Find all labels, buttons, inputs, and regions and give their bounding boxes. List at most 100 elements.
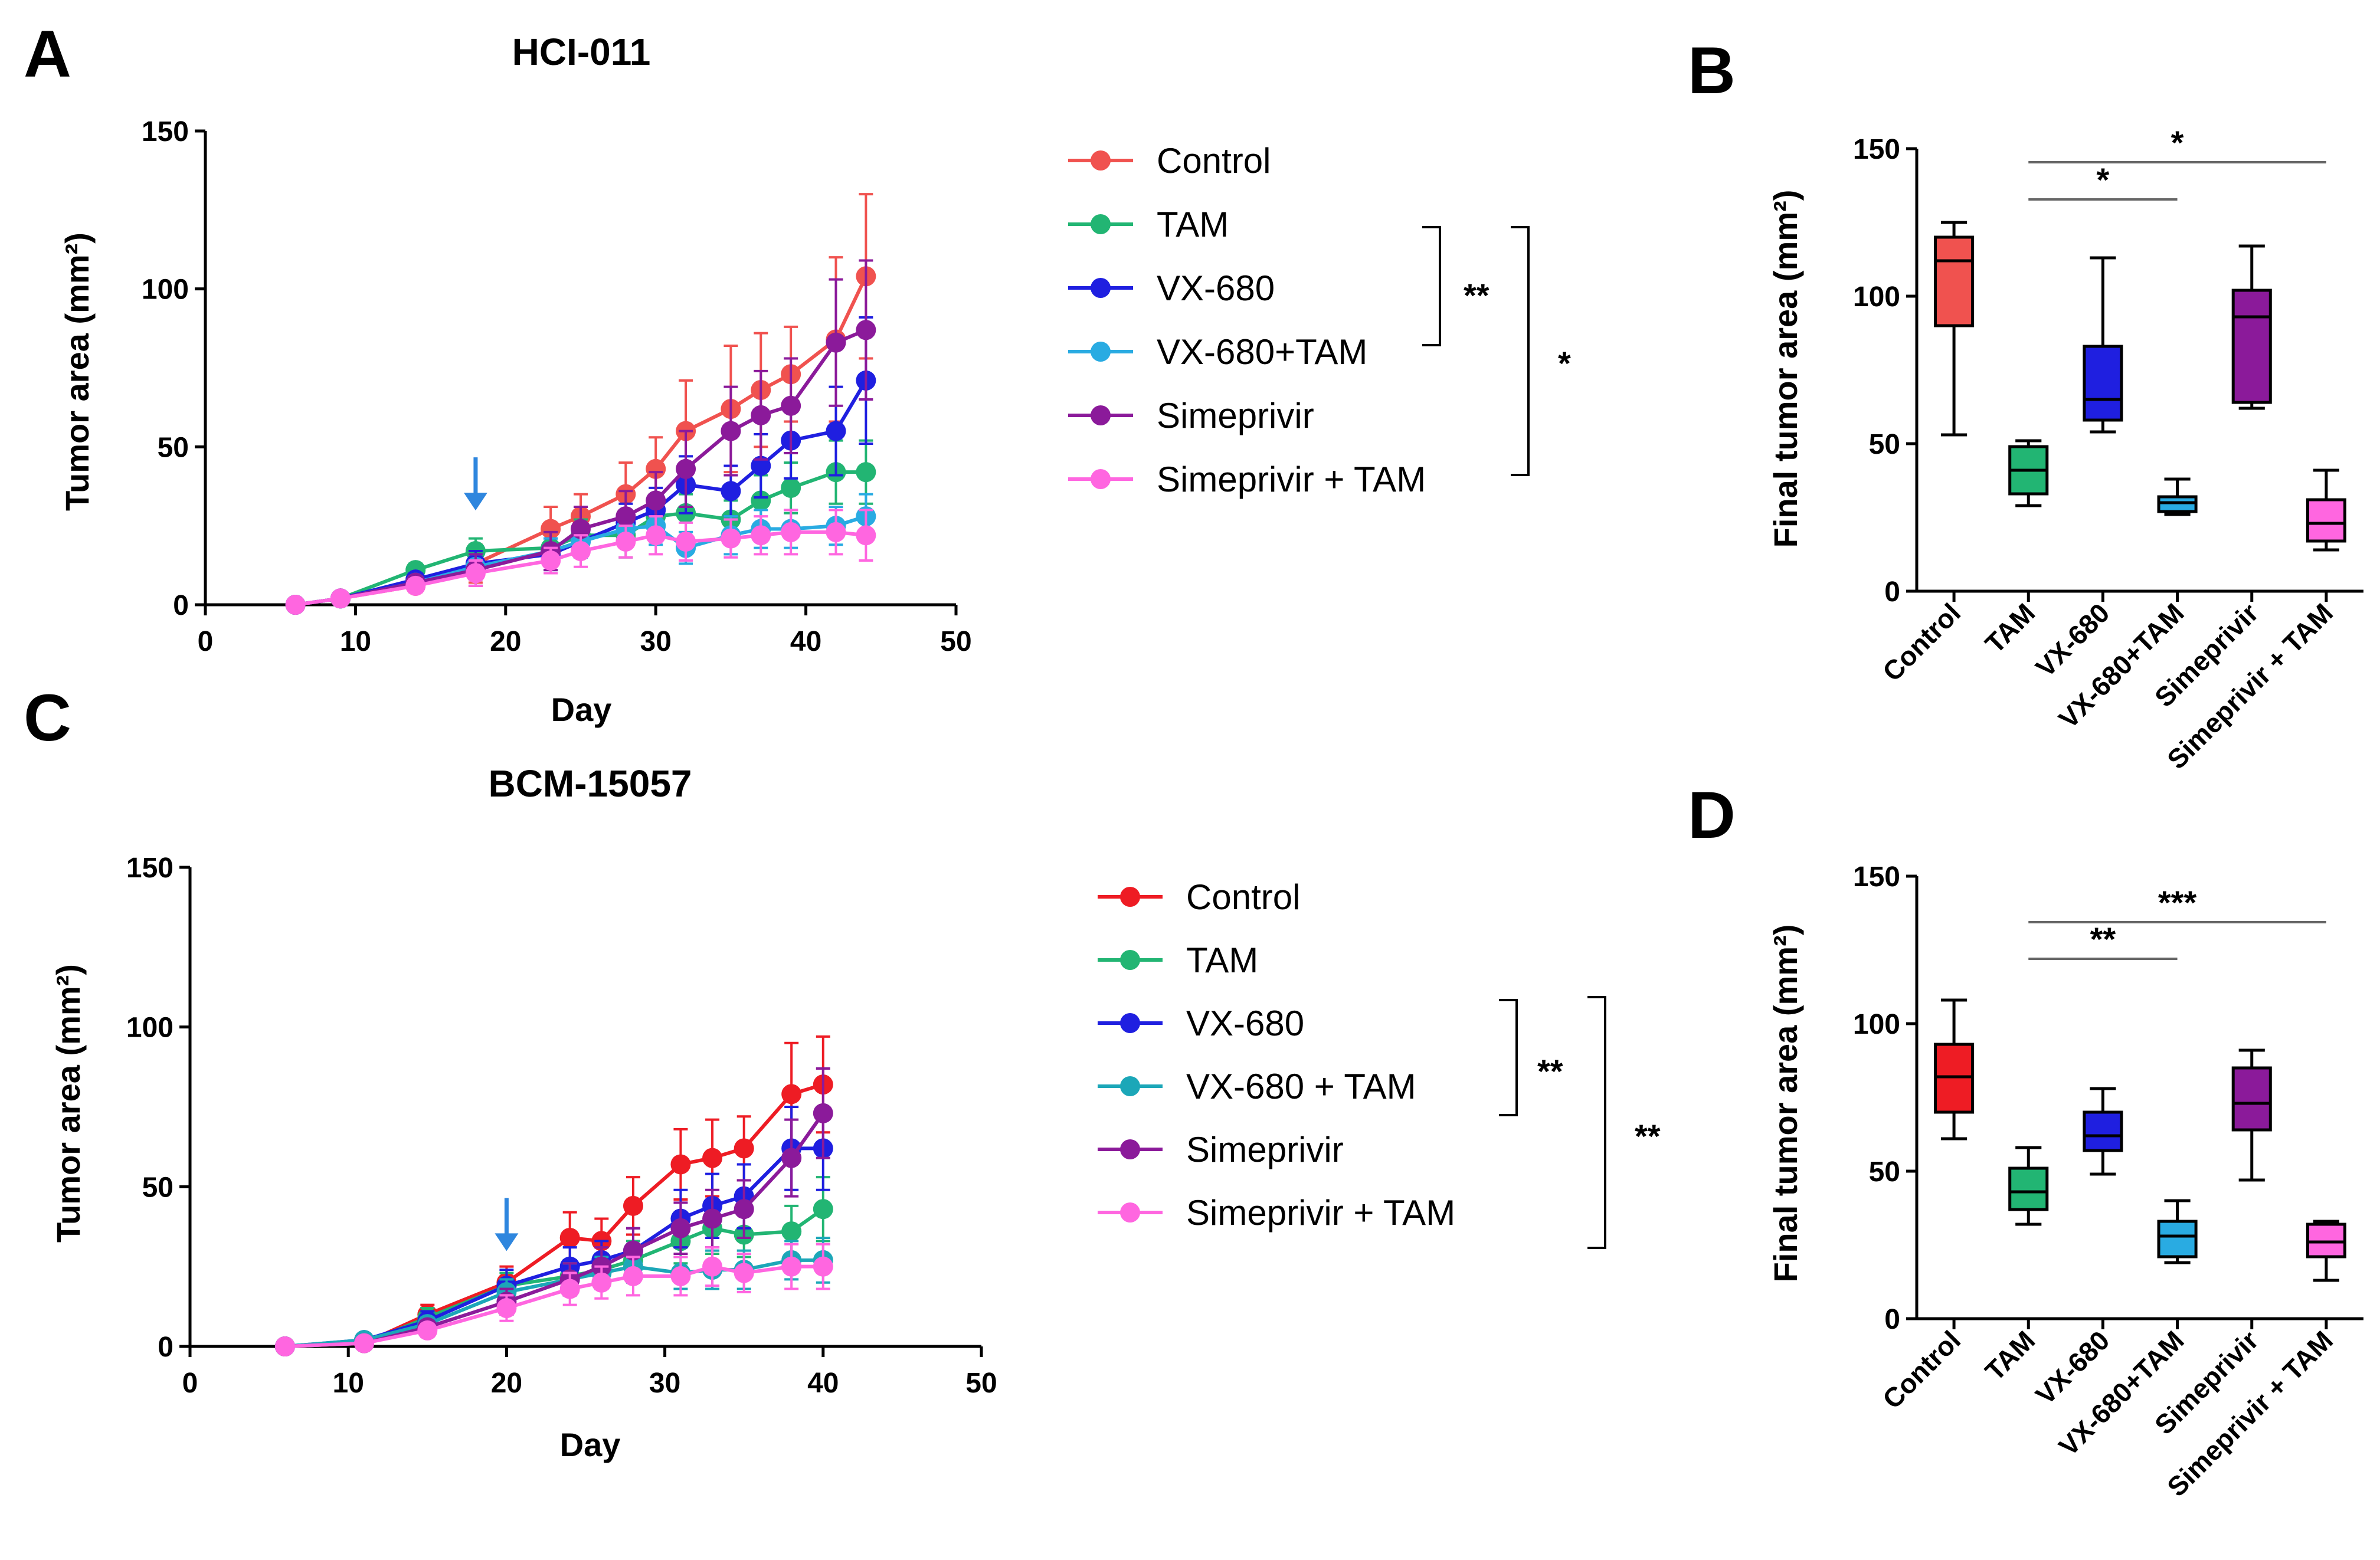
box-tam (2008, 439, 2049, 507)
data-point (781, 1148, 802, 1168)
data-point (751, 490, 771, 511)
legend-item-tam: TAM (1068, 205, 1229, 244)
data-point (734, 1199, 754, 1220)
data-point (623, 1240, 643, 1261)
box-vx-680-tam (2157, 1199, 2198, 1264)
category-label: Control (1877, 1325, 1966, 1414)
panel-letter-a: A (24, 17, 71, 91)
data-point (591, 1272, 612, 1293)
data-point (721, 528, 741, 549)
x-tick-label: 10 (340, 626, 371, 657)
legend-item-simeprivir: Simeprivir (1068, 396, 1314, 435)
box-vx-680 (2083, 1087, 2123, 1176)
legend-label: VX-680 (1186, 1004, 1304, 1043)
data-point (721, 481, 741, 502)
data-point (781, 1256, 802, 1277)
chart-a-title: HCI-011 (512, 31, 651, 73)
y-tick-label: 100 (1853, 281, 1900, 313)
data-point (781, 395, 801, 416)
legend-marker (1091, 278, 1111, 298)
data-point (676, 531, 696, 552)
box-vx-680-tam (2157, 477, 2198, 516)
series-vx-680 (285, 316, 876, 615)
box-body (2083, 345, 2123, 422)
legend-marker (1091, 342, 1111, 362)
chart-c-sig-inner: ** (1537, 1053, 1563, 1090)
chart-c-axes: 0 50 100 150 0 10 20 30 40 50 (126, 853, 997, 1399)
series-simeprivir (274, 1067, 833, 1356)
legend-label: Simeprivir (1157, 396, 1314, 435)
box-simeprivir (2231, 1048, 2272, 1182)
data-point (623, 1195, 643, 1216)
data-point (541, 519, 561, 539)
y-tick-label: 0 (158, 1332, 173, 1363)
data-point (751, 455, 771, 476)
data-point (646, 490, 666, 511)
chart-a-significance: ** * (1422, 226, 1571, 476)
y-tick-label: 0 (173, 590, 189, 621)
legend-label: VX-680+TAM (1157, 332, 1367, 372)
legend-label: Simeprivir (1186, 1130, 1344, 1169)
chart-c-title: BCM-15057 (488, 762, 692, 805)
data-point (571, 519, 591, 539)
data-point (354, 1333, 375, 1353)
legend-item-control: Control (1098, 877, 1300, 917)
y-tick-label: 0 (1884, 576, 1900, 608)
legend-marker (1120, 950, 1140, 970)
y-tick-label: 150 (142, 116, 189, 148)
legend-marker (1091, 469, 1111, 489)
panel-letter-c: C (24, 681, 71, 755)
box-body (2083, 1110, 2123, 1152)
data-point (676, 458, 696, 479)
legend-label: TAM (1186, 940, 1258, 980)
data-point (541, 550, 561, 571)
data-point (616, 506, 636, 527)
data-point (465, 563, 486, 584)
legend-label: Simeprivir + TAM (1186, 1193, 1455, 1233)
legend-label: Control (1157, 141, 1271, 181)
box-body (2008, 1166, 2049, 1211)
legend-label: VX-680 + TAM (1186, 1067, 1416, 1106)
data-point (813, 1199, 833, 1220)
chart-c-sig-outer: ** (1635, 1117, 1661, 1155)
category-label: TAM (1979, 597, 2041, 659)
data-point (781, 477, 801, 498)
data-point (813, 1103, 833, 1123)
legend-item-simeprivir: Simeprivir (1098, 1130, 1344, 1169)
data-point (781, 1221, 802, 1242)
chart-c-legend: Control TAM VX-680 VX-680 + TAM Simeprivir Si… (1098, 877, 1455, 1233)
legend-label: Simeprivir + TAM (1157, 460, 1426, 499)
series-line (284, 1146, 823, 1348)
chart-c-xlabel: Day (560, 1426, 621, 1463)
x-tick-label: 0 (182, 1368, 198, 1399)
legend-item-tam: TAM (1098, 940, 1258, 980)
data-point (274, 1336, 295, 1356)
data-point (285, 595, 306, 615)
legend-item-simeprivir-tam: Simeprivir + TAM (1098, 1193, 1455, 1233)
x-tick-label: 20 (491, 1368, 522, 1399)
legend-label: TAM (1157, 205, 1229, 244)
box-body (2231, 1066, 2272, 1132)
data-point (646, 525, 666, 546)
series-line (284, 1112, 825, 1348)
x-tick-label: 50 (965, 1368, 997, 1399)
data-point (571, 540, 591, 561)
chart-a-sig-inner: ** (1464, 277, 1489, 314)
box-simeprivir (2231, 244, 2272, 410)
legend-marker (1120, 1139, 1140, 1159)
x-tick-label: 20 (490, 626, 521, 657)
data-point (405, 575, 426, 596)
data-point (417, 1320, 438, 1341)
chart-a-bracket-outer (1511, 226, 1530, 476)
box-body (1934, 235, 1975, 327)
chart-a-ylabel: Tumor area (mm²) (58, 232, 96, 511)
x-tick-label: 10 (333, 1368, 364, 1399)
significance-label: *** (2158, 884, 2197, 921)
chart-c-series (274, 1035, 833, 1356)
x-tick-label: 40 (807, 1368, 839, 1399)
treatment-arrow-head (463, 493, 487, 511)
legend-marker (1120, 887, 1140, 907)
